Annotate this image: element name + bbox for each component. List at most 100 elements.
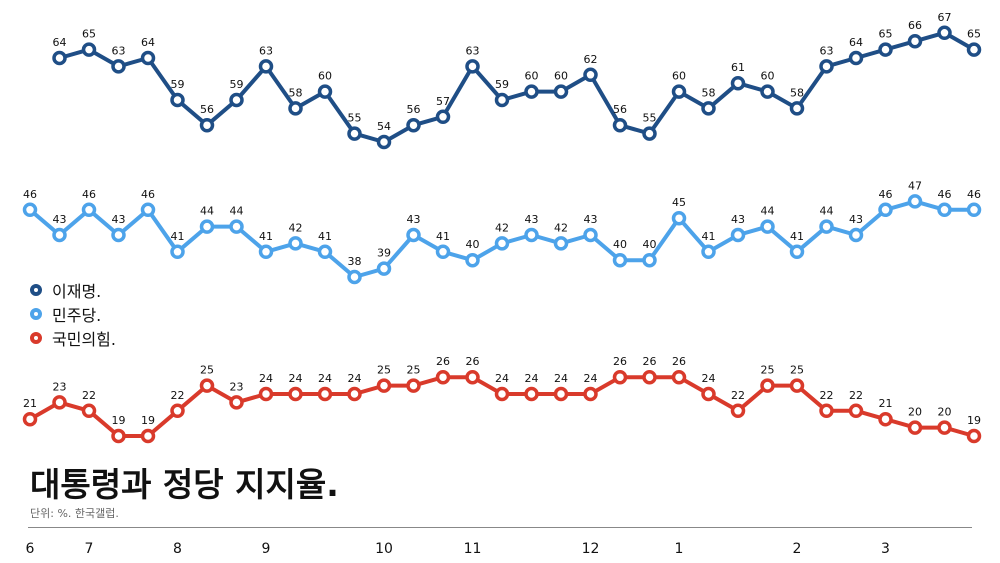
data-label-ppp: 25 xyxy=(377,364,391,377)
x-tick-label: 7 xyxy=(85,541,94,557)
data-point-ppp xyxy=(966,428,982,444)
data-point-president xyxy=(907,33,923,49)
data-label-democratic: 43 xyxy=(53,213,67,226)
data-label-democratic: 42 xyxy=(289,221,303,234)
data-label-ppp: 22 xyxy=(731,389,745,402)
legend-label-president: 이재명. xyxy=(52,282,102,301)
data-label-president: 57 xyxy=(436,95,450,108)
data-label-democratic: 43 xyxy=(849,213,863,226)
data-point-president xyxy=(760,84,775,99)
data-label-president: 63 xyxy=(112,44,126,57)
data-label-ppp: 21 xyxy=(23,397,37,410)
data-point-democratic xyxy=(406,227,421,243)
data-point-ppp xyxy=(760,378,775,393)
data-label-ppp: 24 xyxy=(495,372,509,385)
data-label-ppp: 25 xyxy=(200,364,214,377)
data-point-democratic xyxy=(937,202,952,218)
data-label-president: 66 xyxy=(908,19,922,32)
data-point-democratic xyxy=(81,202,97,218)
data-point-democratic xyxy=(878,202,893,218)
data-label-president: 59 xyxy=(230,78,244,91)
data-label-democratic: 43 xyxy=(407,213,421,226)
data-label-ppp: 22 xyxy=(171,389,185,402)
data-point-democratic xyxy=(22,202,38,218)
data-label-president: 54 xyxy=(377,120,391,133)
data-point-ppp xyxy=(199,378,215,393)
data-label-ppp: 23 xyxy=(53,380,67,393)
data-point-democratic xyxy=(140,202,156,218)
data-point-ppp xyxy=(258,386,274,402)
data-point-ppp xyxy=(288,386,303,402)
data-point-president xyxy=(730,75,746,91)
data-point-democratic xyxy=(583,227,598,243)
data-point-ppp xyxy=(524,386,539,402)
data-label-democratic: 46 xyxy=(82,188,96,201)
data-label-ppp: 22 xyxy=(82,389,96,402)
data-point-ppp xyxy=(612,369,628,385)
data-point-ppp xyxy=(406,378,421,393)
legend-marker-ppp xyxy=(30,332,42,344)
data-point-president xyxy=(317,84,333,99)
data-label-ppp: 19 xyxy=(967,414,981,427)
data-label-president: 55 xyxy=(643,112,657,125)
data-label-president: 64 xyxy=(141,36,155,49)
data-point-democratic xyxy=(701,244,716,260)
data-label-democratic: 40 xyxy=(466,238,480,251)
data-point-democratic xyxy=(111,227,126,243)
data-point-president xyxy=(229,92,244,108)
data-point-ppp xyxy=(553,386,569,402)
data-point-president xyxy=(111,59,126,74)
data-point-democratic xyxy=(524,227,539,243)
x-tick-label: 10 xyxy=(375,541,393,557)
data-label-democratic: 46 xyxy=(23,188,37,201)
data-label-democratic: 44 xyxy=(820,205,834,218)
data-label-democratic: 45 xyxy=(672,196,686,209)
data-point-ppp xyxy=(671,369,687,385)
data-point-president xyxy=(140,50,156,66)
data-point-ppp xyxy=(229,395,244,410)
data-label-president: 67 xyxy=(938,11,952,24)
data-label-president: 56 xyxy=(613,103,627,116)
data-point-democratic xyxy=(819,219,834,234)
legend-item-ppp: 국민의힘. xyxy=(30,326,116,350)
data-label-president: 58 xyxy=(289,86,303,99)
data-point-ppp xyxy=(347,386,362,402)
data-point-democratic xyxy=(317,244,333,260)
data-point-democratic xyxy=(612,252,628,268)
data-point-democratic xyxy=(288,236,303,251)
data-label-ppp: 20 xyxy=(908,406,922,419)
data-point-ppp xyxy=(819,403,834,419)
data-label-president: 60 xyxy=(672,70,686,83)
data-label-democratic: 46 xyxy=(967,188,981,201)
legend-label-democratic: 민주당. xyxy=(52,306,102,325)
data-label-ppp: 22 xyxy=(849,389,863,402)
data-label-democratic: 40 xyxy=(643,238,657,251)
x-tick-label: 3 xyxy=(881,541,890,557)
data-label-president: 59 xyxy=(171,78,185,91)
data-point-ppp xyxy=(52,395,67,410)
data-label-president: 63 xyxy=(820,44,834,57)
data-label-ppp: 26 xyxy=(613,355,627,368)
x-tick-label: 6 xyxy=(26,541,35,557)
data-point-ppp xyxy=(701,386,716,402)
data-label-democratic: 41 xyxy=(318,230,332,243)
legend-marker-democratic xyxy=(30,308,42,320)
data-point-democratic xyxy=(730,227,746,243)
data-point-ppp xyxy=(907,420,923,435)
data-label-ppp: 20 xyxy=(938,406,952,419)
legend-item-president: 이재명. xyxy=(30,278,116,302)
data-label-president: 65 xyxy=(879,28,893,41)
data-label-ppp: 23 xyxy=(230,380,244,393)
data-point-ppp xyxy=(376,378,392,393)
data-label-president: 62 xyxy=(584,53,598,66)
data-label-president: 59 xyxy=(495,78,509,91)
data-label-president: 63 xyxy=(466,44,480,57)
data-label-democratic: 40 xyxy=(613,238,627,251)
data-point-ppp xyxy=(170,403,185,419)
data-label-ppp: 26 xyxy=(436,355,450,368)
x-tick-label: 8 xyxy=(173,541,182,557)
data-point-ppp xyxy=(730,403,746,419)
data-point-ppp xyxy=(111,428,126,444)
legend-label-ppp: 국민의힘. xyxy=(52,330,116,349)
data-label-democratic: 46 xyxy=(141,188,155,201)
